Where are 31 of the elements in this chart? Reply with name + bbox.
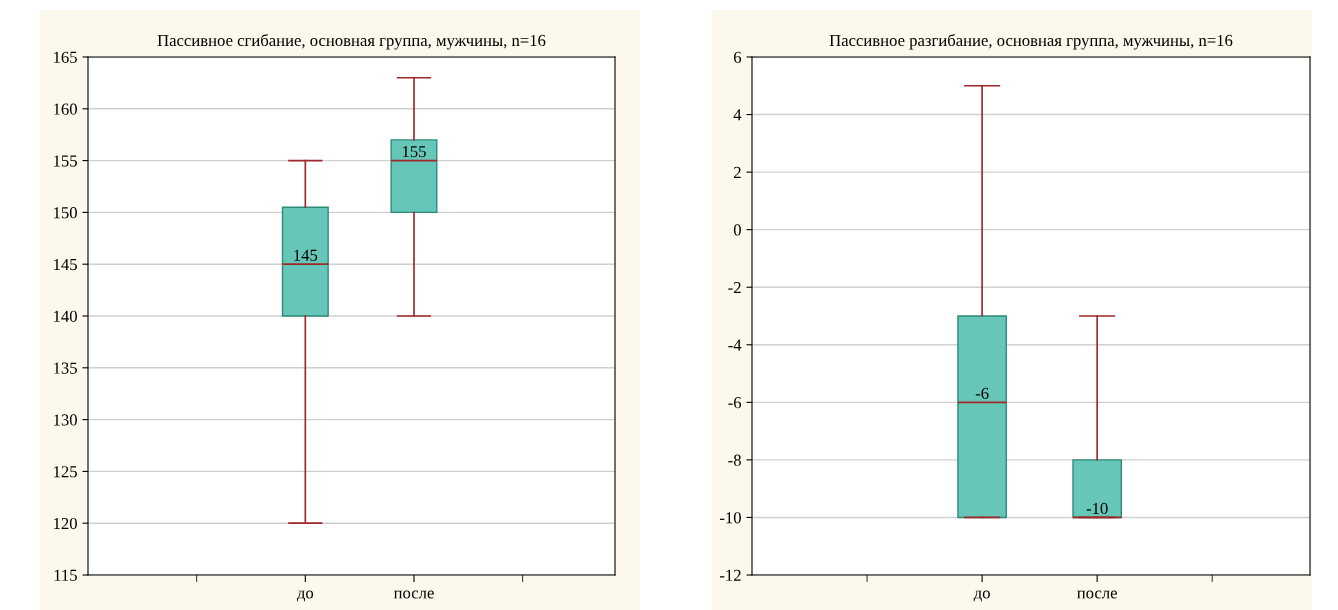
text: -10 — [1086, 502, 1108, 515]
text: 155 — [402, 146, 426, 158]
y-tick-label: -8 — [728, 454, 741, 466]
y-tick-label: 130 — [54, 414, 77, 426]
x-tick-label: до — [296, 590, 314, 602]
y-tick-label: -6 — [728, 397, 742, 409]
y-tick-label: 115 — [54, 569, 77, 581]
y-tick-label: 4 — [733, 109, 742, 121]
y-tick-label: 155 — [54, 155, 77, 167]
y-tick-label: 6 — [733, 51, 742, 63]
y-tick-label: 165 — [54, 51, 77, 63]
y-tick-label: -4 — [728, 339, 742, 351]
y-tick-label: 0 — [733, 224, 741, 236]
y-tick-label: -10 — [719, 512, 741, 524]
y-tick-label: -2 — [728, 281, 741, 293]
y-tick-label: 135 — [54, 362, 77, 374]
y-tick-label: 140 — [54, 310, 77, 322]
x-tick-label: после — [393, 590, 434, 599]
y-tick-label: 2 — [733, 166, 741, 178]
y-tick-label: 150 — [54, 207, 77, 219]
y-tick-label: -12 — [719, 569, 741, 581]
chart-title: Пассивное сгибание, основная группа, мужчины, n=16 — [157, 33, 546, 50]
text: 145 — [294, 249, 318, 261]
chart-title: Пассивное разгибание, основная группа, мужчины, n=16 — [829, 33, 1233, 50]
y-tick-label: 160 — [54, 103, 77, 115]
y-tick-label: 125 — [54, 466, 77, 478]
x-tick-label: после — [1077, 590, 1117, 599]
y-tick-label: 145 — [54, 258, 77, 271]
y-tick-label: 120 — [54, 517, 77, 530]
x-tick-label: до — [973, 590, 990, 602]
text: -6 — [975, 387, 989, 399]
